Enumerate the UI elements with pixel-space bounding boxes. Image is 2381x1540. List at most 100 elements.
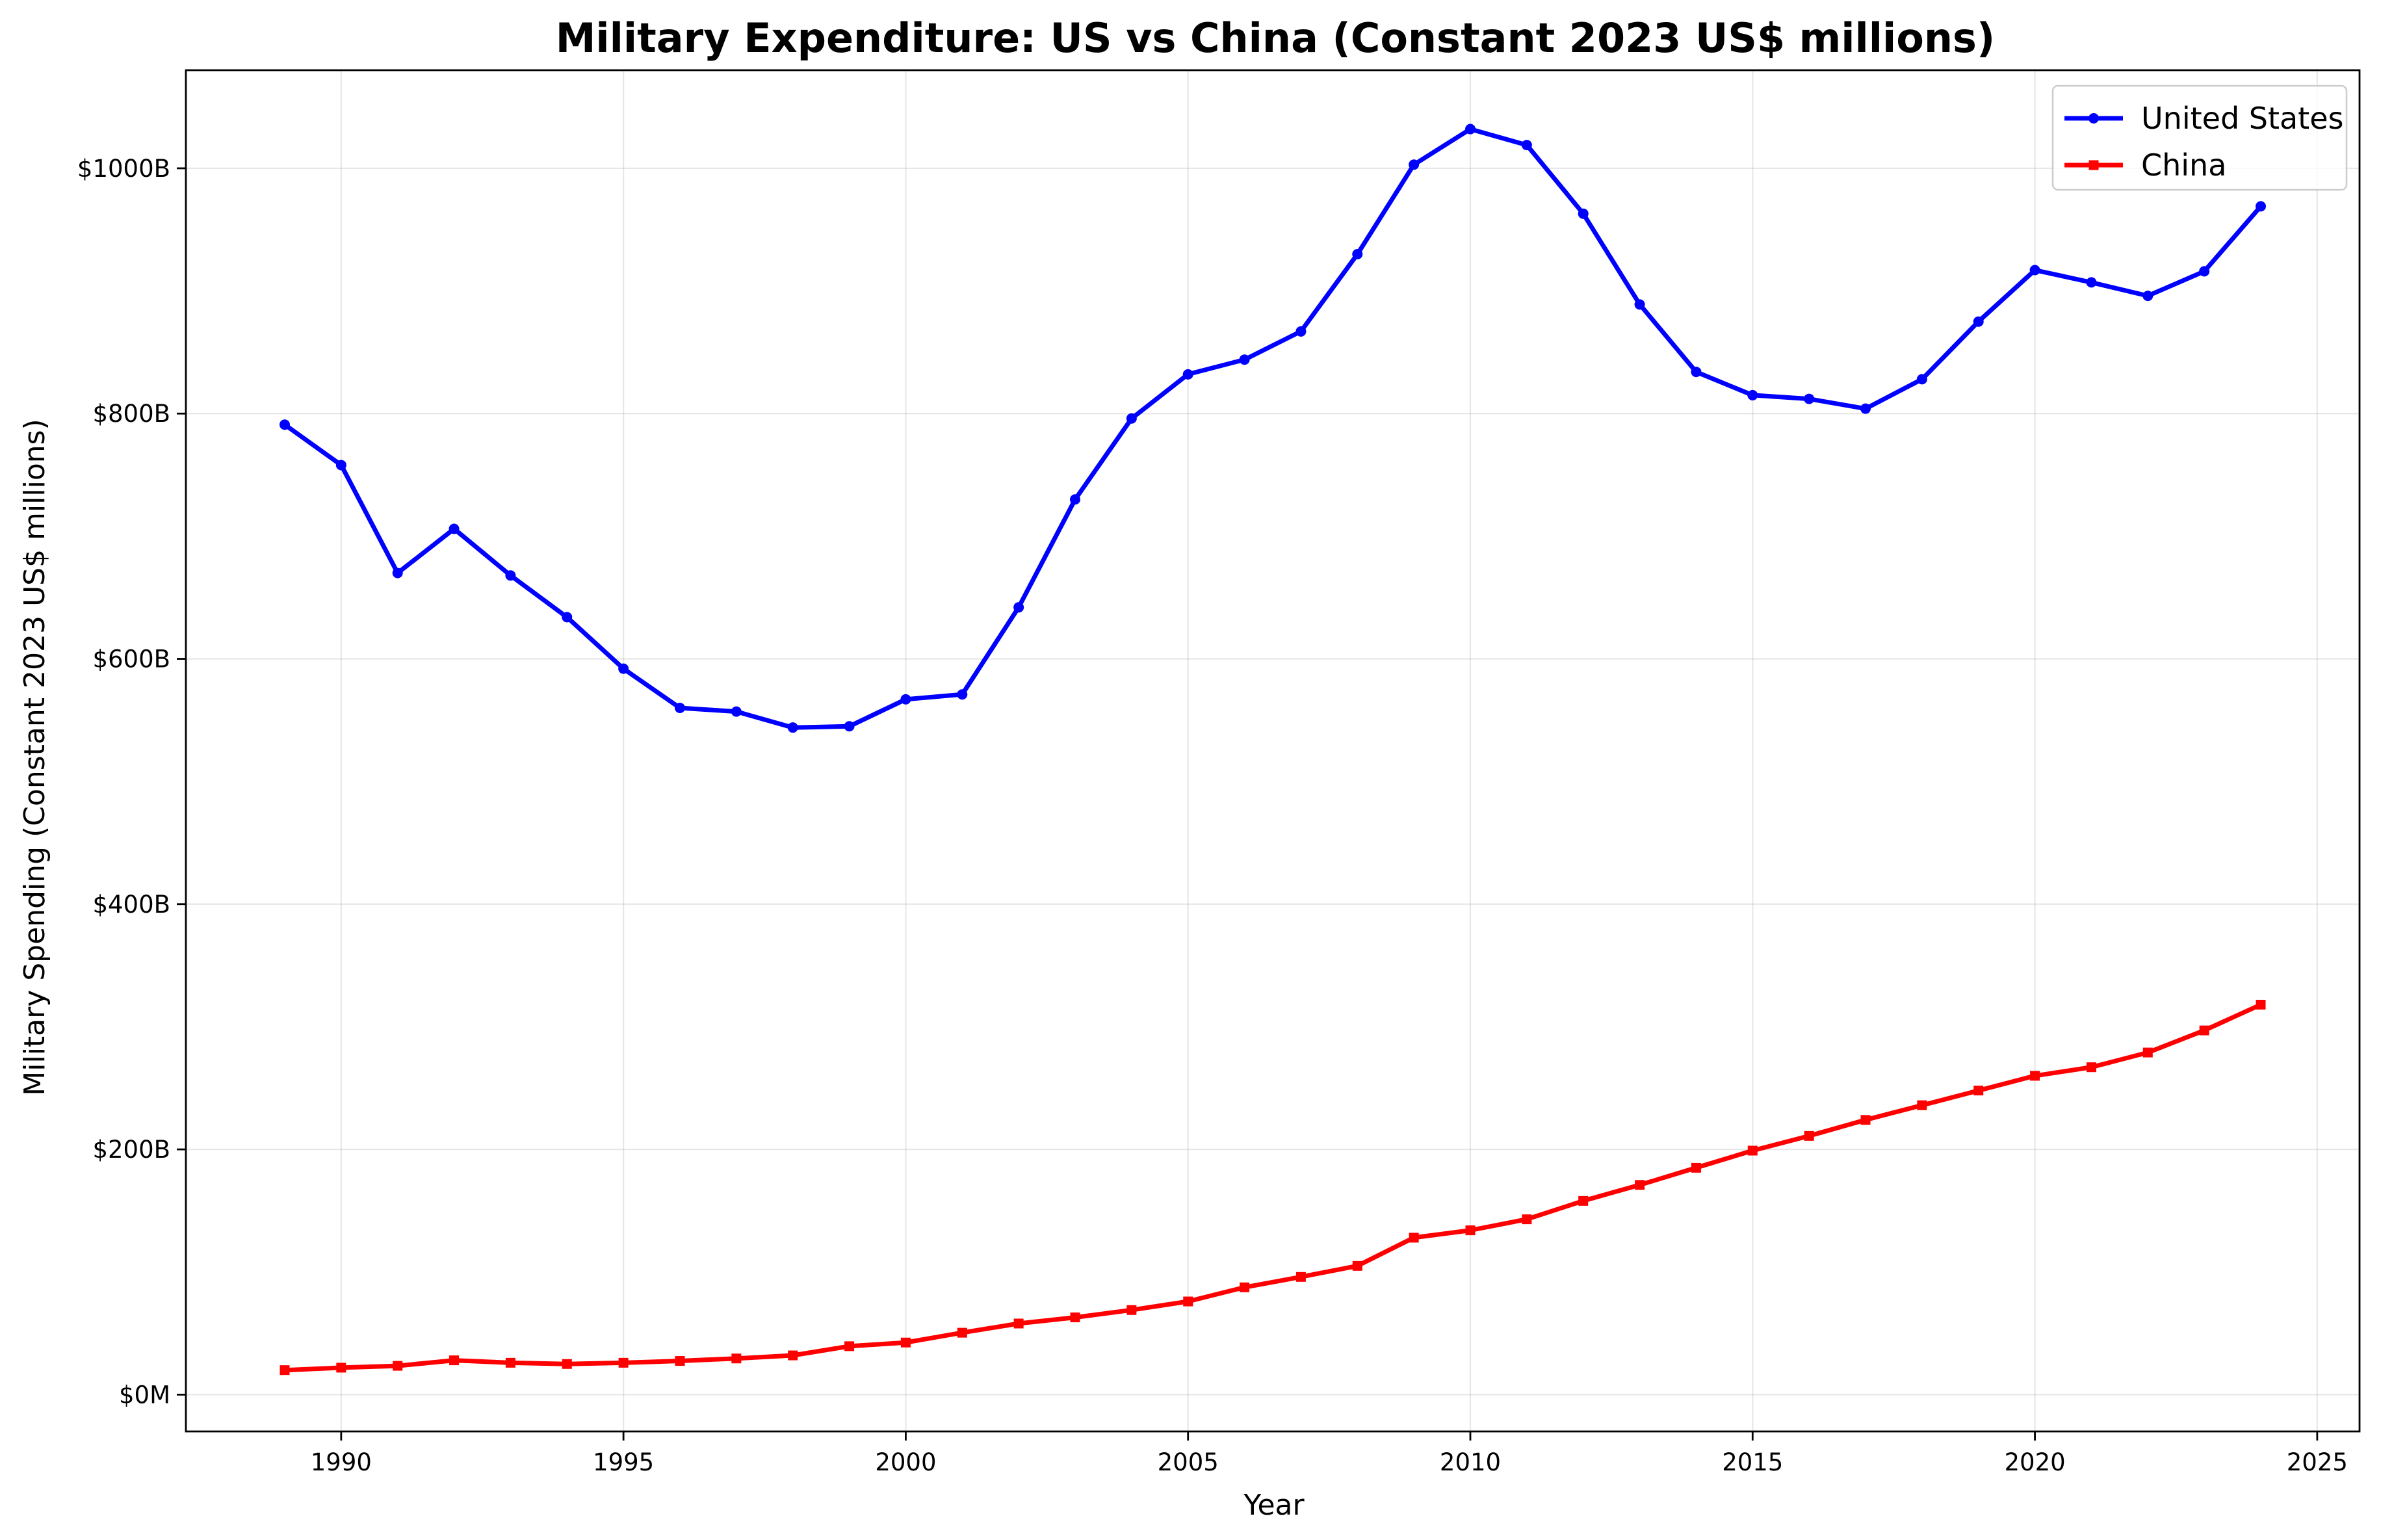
data-point bbox=[1465, 124, 1476, 135]
data-point bbox=[1521, 140, 1532, 151]
series-line bbox=[282, 127, 2263, 730]
x-tick-label: 1995 bbox=[593, 1448, 654, 1476]
data-point bbox=[675, 1356, 685, 1366]
data-point bbox=[788, 1350, 798, 1361]
y-tick-label: $0M bbox=[119, 1381, 170, 1409]
data-point bbox=[1691, 1162, 1701, 1173]
legend: United States China bbox=[2051, 85, 2348, 191]
data-point bbox=[1578, 208, 1589, 219]
data-point bbox=[1747, 1145, 1758, 1156]
y-tick-label: $800B bbox=[92, 400, 170, 428]
series-line bbox=[282, 1002, 2263, 1373]
data-point bbox=[900, 694, 911, 705]
legend-marker bbox=[2088, 113, 2099, 124]
data-point bbox=[2086, 1062, 2096, 1073]
data-point bbox=[335, 460, 346, 471]
data-point bbox=[1240, 1282, 1250, 1292]
legend-label: United States bbox=[2141, 101, 2344, 136]
data-point bbox=[1691, 367, 1702, 378]
data-point bbox=[1973, 316, 1984, 327]
data-point bbox=[618, 663, 629, 674]
data-point bbox=[1013, 602, 1024, 613]
data-point bbox=[280, 1365, 290, 1376]
x-tick-label: 2010 bbox=[1440, 1448, 1501, 1476]
x-tick-label: 2020 bbox=[2004, 1448, 2065, 1476]
data-point bbox=[1183, 1296, 1193, 1307]
data-point bbox=[844, 1341, 855, 1351]
plot-area-frame bbox=[185, 69, 2361, 1433]
data-point bbox=[900, 1337, 911, 1348]
data-point bbox=[1916, 374, 1927, 385]
data-point bbox=[1747, 389, 1758, 400]
data-point bbox=[618, 1357, 629, 1368]
data-point bbox=[2199, 1025, 2209, 1036]
data-point bbox=[1860, 1115, 1871, 1125]
x-tick-label: 2025 bbox=[2287, 1448, 2348, 1476]
data-point bbox=[1409, 159, 1420, 170]
legend-box bbox=[2051, 85, 2348, 191]
data-point bbox=[1634, 299, 1645, 310]
data-point bbox=[2142, 1047, 2153, 1058]
legend-item: United States bbox=[2064, 101, 2344, 136]
x-axis-label: Year bbox=[1243, 1489, 1305, 1522]
data-point bbox=[562, 1359, 572, 1369]
data-point bbox=[1295, 1272, 1306, 1282]
series-united-states bbox=[280, 124, 2266, 733]
data-point bbox=[731, 1353, 742, 1364]
x-tick-label: 2015 bbox=[1722, 1448, 1783, 1476]
data-point bbox=[1352, 248, 1363, 259]
data-point bbox=[2256, 201, 2266, 212]
data-point bbox=[336, 1363, 346, 1373]
data-point bbox=[562, 612, 573, 623]
data-point bbox=[957, 1327, 967, 1338]
data-point bbox=[1973, 1086, 1984, 1096]
grid bbox=[186, 70, 2360, 1431]
data-point bbox=[1013, 1318, 1024, 1329]
data-point bbox=[1578, 1195, 1589, 1206]
data-point bbox=[1239, 354, 1250, 365]
data-point bbox=[2030, 1071, 2040, 1081]
data-point bbox=[2199, 266, 2210, 277]
x-tick-label: 2005 bbox=[1158, 1448, 1219, 1476]
data-point bbox=[1070, 494, 1080, 505]
data-point bbox=[1635, 1180, 1645, 1190]
data-point bbox=[675, 702, 685, 713]
data-point bbox=[1917, 1100, 1927, 1110]
data-point bbox=[1522, 1214, 1532, 1225]
data-point bbox=[505, 1357, 515, 1368]
x-tick-label: 2000 bbox=[875, 1448, 936, 1476]
data-point bbox=[957, 689, 968, 700]
y-tick-label: $1000B bbox=[77, 155, 170, 183]
series-china bbox=[280, 1000, 2266, 1376]
legend-marker bbox=[2088, 160, 2099, 170]
data-point bbox=[2086, 277, 2097, 288]
data-point bbox=[1409, 1233, 1419, 1243]
data-point bbox=[505, 570, 516, 581]
data-point bbox=[449, 1355, 460, 1366]
data-point bbox=[787, 722, 798, 733]
legend-item: China bbox=[2064, 148, 2226, 183]
data-point bbox=[1070, 1312, 1080, 1323]
data-point bbox=[731, 706, 742, 717]
data-point bbox=[2029, 265, 2040, 276]
data-point bbox=[1126, 1305, 1137, 1315]
data-point bbox=[1860, 403, 1871, 414]
data-point bbox=[1352, 1260, 1362, 1271]
legend-label: China bbox=[2141, 148, 2226, 183]
data-point bbox=[2142, 291, 2153, 302]
y-tick-label: $200B bbox=[92, 1136, 170, 1164]
data-point bbox=[1804, 393, 1815, 404]
chart-title: Military Expenditure: US vs China (Const… bbox=[556, 14, 1996, 62]
data-point bbox=[1295, 326, 1307, 337]
data-point bbox=[1804, 1130, 1814, 1141]
x-tick-label: 1990 bbox=[311, 1448, 372, 1476]
data-point bbox=[844, 721, 855, 732]
data-point bbox=[1182, 369, 1193, 380]
y-axis: $0M $200B $400B $600B $800B $1000B bbox=[77, 155, 186, 1409]
y-tick-label: $600B bbox=[92, 646, 170, 673]
data-point bbox=[280, 419, 290, 430]
data-point bbox=[393, 1361, 403, 1371]
